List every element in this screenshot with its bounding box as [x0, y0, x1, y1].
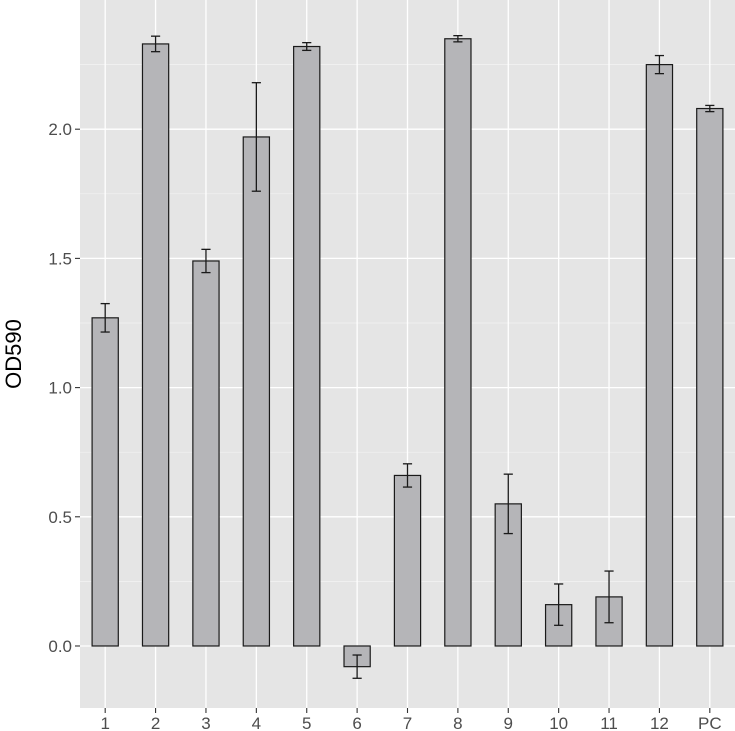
x-tick-label: 6: [352, 714, 361, 731]
y-tick-label: 1.0: [48, 379, 72, 398]
error-bar-12: [654, 54, 665, 75]
x-tick-label: 2: [151, 714, 160, 731]
x-tick-label: 5: [302, 714, 311, 731]
y-axis-title: OD590: [1, 319, 26, 389]
bar-1: [91, 317, 119, 647]
bar-3: [192, 260, 220, 647]
error-bar-PC: [705, 104, 715, 113]
error-bar-2: [150, 35, 161, 53]
x-tick-label: 8: [453, 714, 462, 731]
x-tick-label: 10: [549, 714, 568, 731]
x-tick-label: 7: [403, 714, 412, 731]
error-bars-layer: [100, 35, 715, 679]
error-bar-7: [402, 463, 413, 488]
x-tick-label: 9: [504, 714, 513, 731]
error-bar-6: [352, 654, 362, 679]
y-tick-label: 2.0: [48, 120, 72, 139]
error-bar-8: [453, 35, 463, 43]
error-bar-9: [503, 473, 513, 535]
y-tick-label: 1.5: [48, 249, 72, 268]
error-bar-5: [302, 41, 312, 52]
bar-PC: [696, 107, 724, 647]
x-tick-label: 12: [650, 714, 669, 731]
error-bar-11: [604, 570, 614, 624]
error-bar-10: [554, 583, 564, 626]
bars-layer: [91, 38, 724, 668]
x-tick-label: 4: [252, 714, 261, 731]
y-tick-label: 0.0: [48, 637, 72, 656]
x-tick-label: PC: [698, 714, 722, 731]
bar-5: [293, 45, 321, 647]
error-bar-1: [100, 302, 110, 333]
x-tick-label: 11: [600, 714, 618, 731]
x-axis-ticks: 1 2 3 4 5 6 7 8 9 10 11 12 PC: [100, 708, 722, 731]
error-bar-4: [251, 82, 261, 192]
y-axis-ticks: 0.0 0.5 1.0 1.5 2.0: [48, 120, 80, 656]
x-tick-label: 3: [201, 714, 210, 731]
bar-2: [141, 43, 170, 647]
error-bar-3: [201, 248, 211, 274]
bar-8: [444, 38, 472, 647]
x-tick-label: 1: [100, 714, 109, 731]
bar-12: [645, 63, 674, 647]
bar-4: [242, 136, 271, 647]
y-tick-label: 0.5: [48, 508, 72, 527]
bar-7: [393, 474, 422, 647]
